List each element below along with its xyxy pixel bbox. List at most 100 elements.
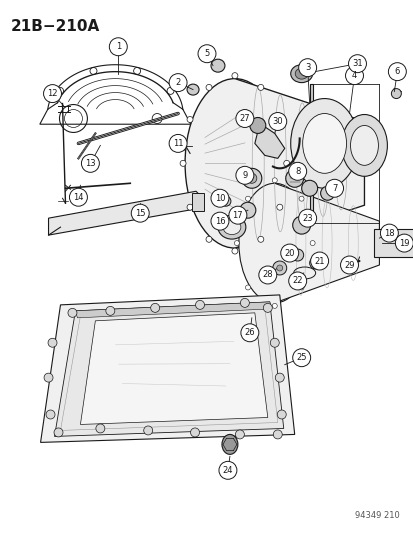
Circle shape	[245, 196, 250, 201]
Circle shape	[292, 216, 310, 234]
Circle shape	[387, 63, 405, 80]
Text: 15: 15	[135, 209, 145, 217]
Circle shape	[44, 373, 53, 382]
Circle shape	[257, 84, 263, 91]
Circle shape	[231, 248, 237, 254]
Circle shape	[292, 349, 310, 367]
Circle shape	[228, 206, 246, 224]
Circle shape	[348, 55, 366, 72]
Circle shape	[310, 252, 328, 270]
Text: 14: 14	[73, 193, 83, 201]
Circle shape	[240, 324, 258, 342]
Ellipse shape	[187, 84, 199, 95]
Circle shape	[258, 266, 276, 284]
Ellipse shape	[341, 115, 387, 176]
Circle shape	[234, 240, 239, 246]
Circle shape	[276, 117, 282, 123]
Text: 13: 13	[85, 159, 95, 168]
Text: 29: 29	[344, 261, 354, 270]
Circle shape	[280, 244, 298, 262]
Circle shape	[309, 240, 314, 246]
Circle shape	[283, 160, 289, 166]
Circle shape	[298, 209, 316, 227]
Circle shape	[325, 179, 343, 197]
Circle shape	[218, 462, 236, 479]
Ellipse shape	[290, 99, 358, 188]
Circle shape	[285, 169, 303, 187]
Circle shape	[96, 424, 104, 433]
Text: 21: 21	[313, 256, 324, 265]
Text: 23: 23	[301, 214, 312, 223]
Circle shape	[211, 189, 228, 207]
Text: 22: 22	[292, 277, 302, 286]
Circle shape	[270, 338, 279, 347]
Text: 24: 24	[222, 466, 233, 475]
Circle shape	[131, 204, 149, 222]
Bar	[192, 193, 204, 211]
Circle shape	[309, 257, 321, 269]
Circle shape	[241, 168, 261, 188]
Text: 20: 20	[284, 248, 294, 257]
Text: 27: 27	[239, 114, 249, 123]
Ellipse shape	[290, 64, 312, 83]
Polygon shape	[254, 124, 284, 158]
Circle shape	[298, 285, 303, 290]
Circle shape	[235, 430, 244, 439]
Circle shape	[81, 155, 99, 172]
Ellipse shape	[221, 434, 237, 454]
Text: 1: 1	[115, 42, 121, 51]
Ellipse shape	[350, 125, 377, 165]
Circle shape	[288, 163, 306, 180]
Circle shape	[340, 256, 358, 274]
Text: 19: 19	[398, 239, 408, 248]
Circle shape	[180, 160, 185, 166]
Text: 25: 25	[296, 353, 306, 362]
Circle shape	[275, 373, 284, 382]
Circle shape	[394, 234, 412, 252]
Circle shape	[272, 178, 277, 183]
Circle shape	[48, 338, 57, 347]
Ellipse shape	[211, 59, 224, 72]
Circle shape	[46, 410, 55, 419]
Circle shape	[54, 428, 63, 437]
Circle shape	[301, 180, 317, 196]
Circle shape	[221, 196, 230, 206]
Circle shape	[268, 112, 286, 131]
Circle shape	[390, 88, 400, 99]
Circle shape	[272, 261, 286, 275]
Text: 10: 10	[214, 193, 225, 203]
Circle shape	[239, 202, 255, 218]
Circle shape	[246, 173, 256, 183]
Circle shape	[276, 204, 282, 210]
Text: 2: 2	[175, 78, 180, 87]
Circle shape	[291, 249, 303, 261]
Circle shape	[169, 74, 187, 92]
Circle shape	[69, 188, 87, 206]
Text: 16: 16	[214, 216, 225, 225]
Polygon shape	[55, 302, 283, 437]
Circle shape	[231, 72, 237, 79]
Circle shape	[272, 303, 277, 309]
Circle shape	[298, 59, 316, 77]
Circle shape	[109, 38, 127, 56]
Text: 8: 8	[294, 167, 300, 176]
Circle shape	[249, 117, 265, 133]
Circle shape	[288, 272, 306, 290]
Circle shape	[150, 303, 159, 312]
Polygon shape	[274, 183, 378, 303]
Circle shape	[68, 309, 77, 317]
Text: 7: 7	[331, 184, 337, 193]
Bar	[373, 229, 413, 257]
Polygon shape	[48, 191, 199, 235]
Text: 26: 26	[244, 328, 254, 337]
Text: 9: 9	[242, 171, 247, 180]
Circle shape	[206, 84, 211, 91]
Circle shape	[143, 426, 152, 435]
Ellipse shape	[217, 215, 245, 239]
Circle shape	[276, 265, 282, 271]
Circle shape	[298, 196, 303, 201]
Text: 18: 18	[383, 229, 394, 238]
Circle shape	[273, 430, 282, 439]
Polygon shape	[40, 295, 294, 442]
Circle shape	[187, 117, 192, 123]
